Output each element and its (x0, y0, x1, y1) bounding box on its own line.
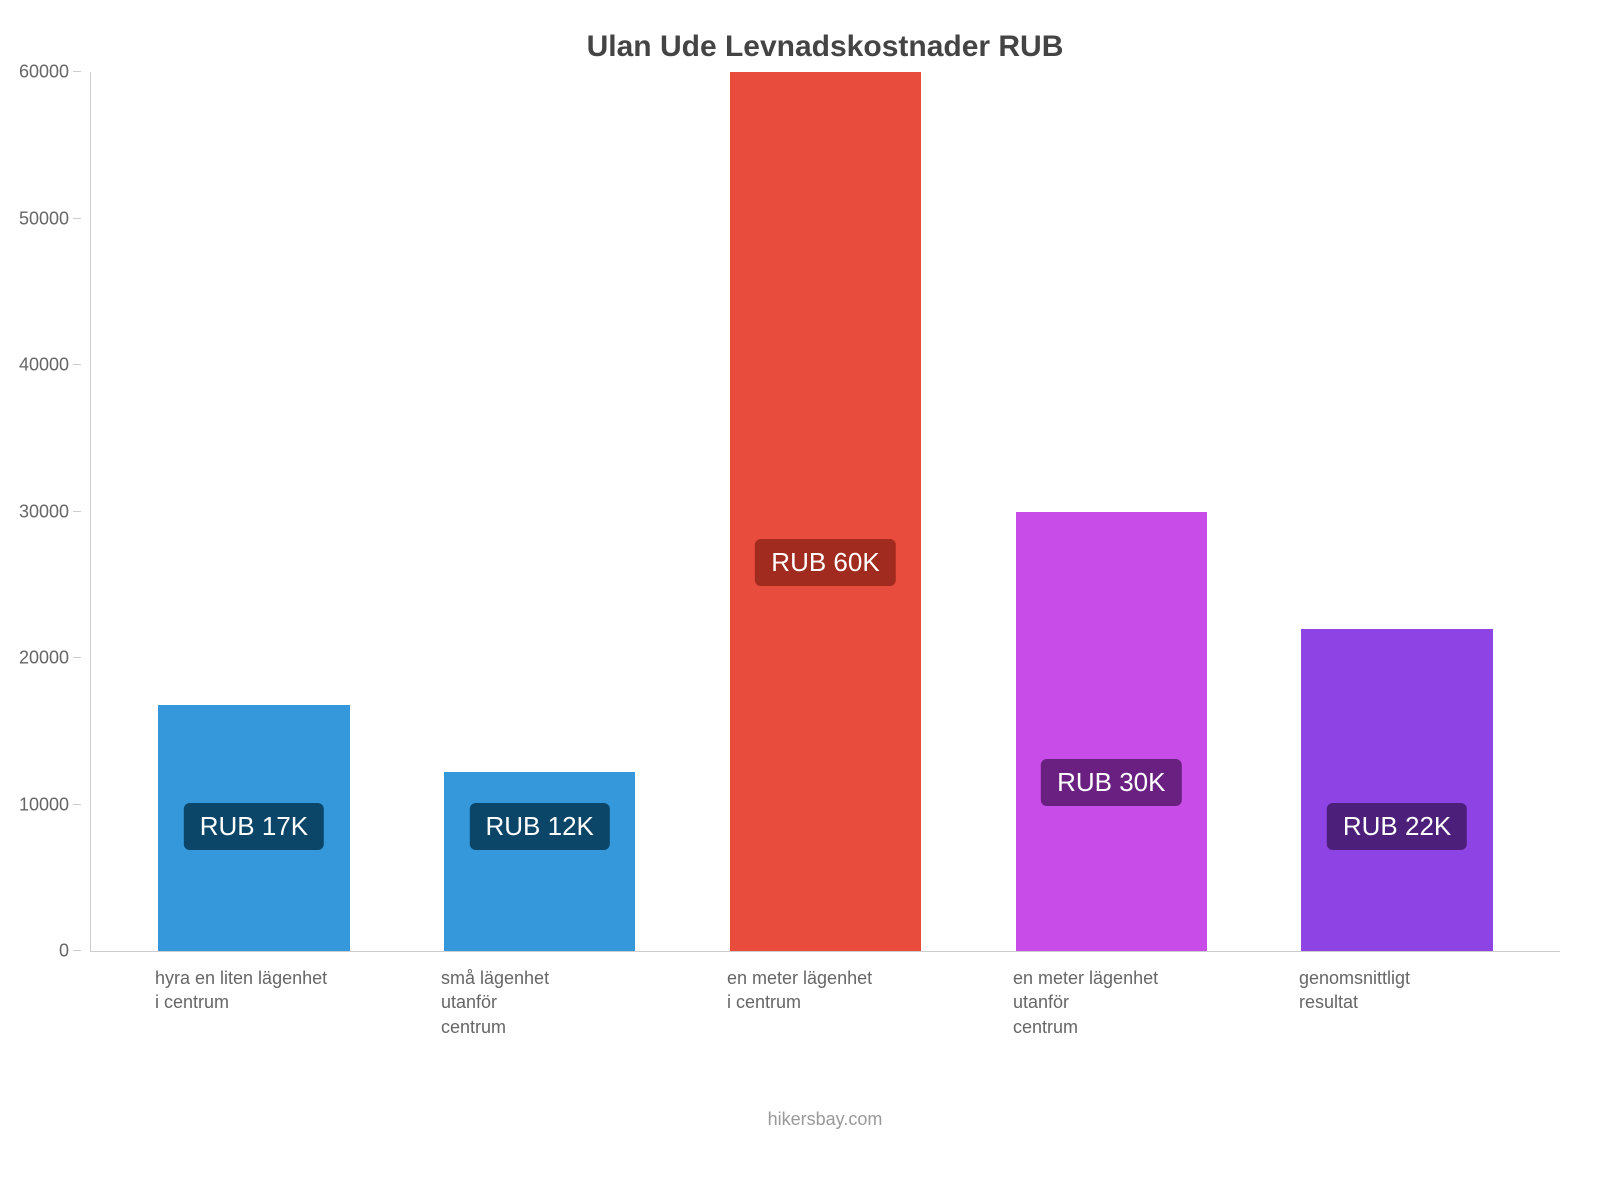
chart-title: Ulan Ude Levnadskostnader RUB (90, 30, 1560, 64)
y-axis-label: 50000 (19, 208, 69, 229)
y-tick (73, 950, 81, 951)
chart-container: Ulan Ude Levnadskostnader RUB 0100002000… (0, 0, 1600, 1200)
x-axis-label: hyra en liten lägenhet i centrum (155, 966, 327, 1039)
y-axis-label: 60000 (19, 62, 69, 83)
y-tick (73, 218, 81, 219)
x-label-slot: en meter lägenhet utanför centrum (968, 966, 1254, 1039)
bar: RUB 22K (1301, 629, 1492, 951)
y-tick (73, 511, 81, 512)
x-label-slot: en meter lägenhet i centrum (682, 966, 968, 1039)
y-tick (73, 657, 81, 658)
value-badge: RUB 22K (1327, 803, 1467, 850)
x-axis-label: en meter lägenhet utanför centrum (1013, 966, 1158, 1039)
value-badge: RUB 60K (755, 539, 895, 586)
bar-slot: RUB 12K (397, 72, 683, 951)
x-axis-label: små lägenhet utanför centrum (441, 966, 549, 1039)
bar-slot: RUB 60K (683, 72, 969, 951)
x-axis-label: genomsnittligt resultat (1299, 966, 1410, 1039)
bar: RUB 60K (730, 72, 921, 951)
y-axis-label: 10000 (19, 794, 69, 815)
x-label-slot: hyra en liten lägenhet i centrum (110, 966, 396, 1039)
bar-slot: RUB 17K (111, 72, 397, 951)
bars-region: RUB 17K RUB 12K RUB 60K RUB 30K RUB 22K (91, 72, 1560, 951)
value-badge: RUB 17K (184, 803, 324, 850)
x-axis: hyra en liten lägenhet i centrum små läge… (90, 952, 1560, 1039)
value-badge: RUB 30K (1041, 759, 1181, 806)
y-axis-label: 30000 (19, 501, 69, 522)
y-tick (73, 804, 81, 805)
bar: RUB 17K (158, 705, 349, 951)
bar-slot: RUB 22K (1254, 72, 1540, 951)
attribution: hikersbay.com (90, 1109, 1560, 1130)
y-axis-label: 40000 (19, 355, 69, 376)
bar: RUB 30K (1016, 512, 1207, 952)
y-tick (73, 71, 81, 72)
x-label-slot: små lägenhet utanför centrum (396, 966, 682, 1039)
bar-slot: RUB 30K (968, 72, 1254, 951)
y-axis-label: 0 (59, 941, 69, 962)
y-axis-label: 20000 (19, 648, 69, 669)
x-label-slot: genomsnittligt resultat (1254, 966, 1540, 1039)
value-badge: RUB 12K (469, 803, 609, 850)
x-axis-label: en meter lägenhet i centrum (727, 966, 872, 1039)
plot-area: 0100002000030000400005000060000 RUB 17KR… (90, 72, 1560, 952)
y-tick (73, 364, 81, 365)
bar: RUB 12K (444, 772, 635, 951)
